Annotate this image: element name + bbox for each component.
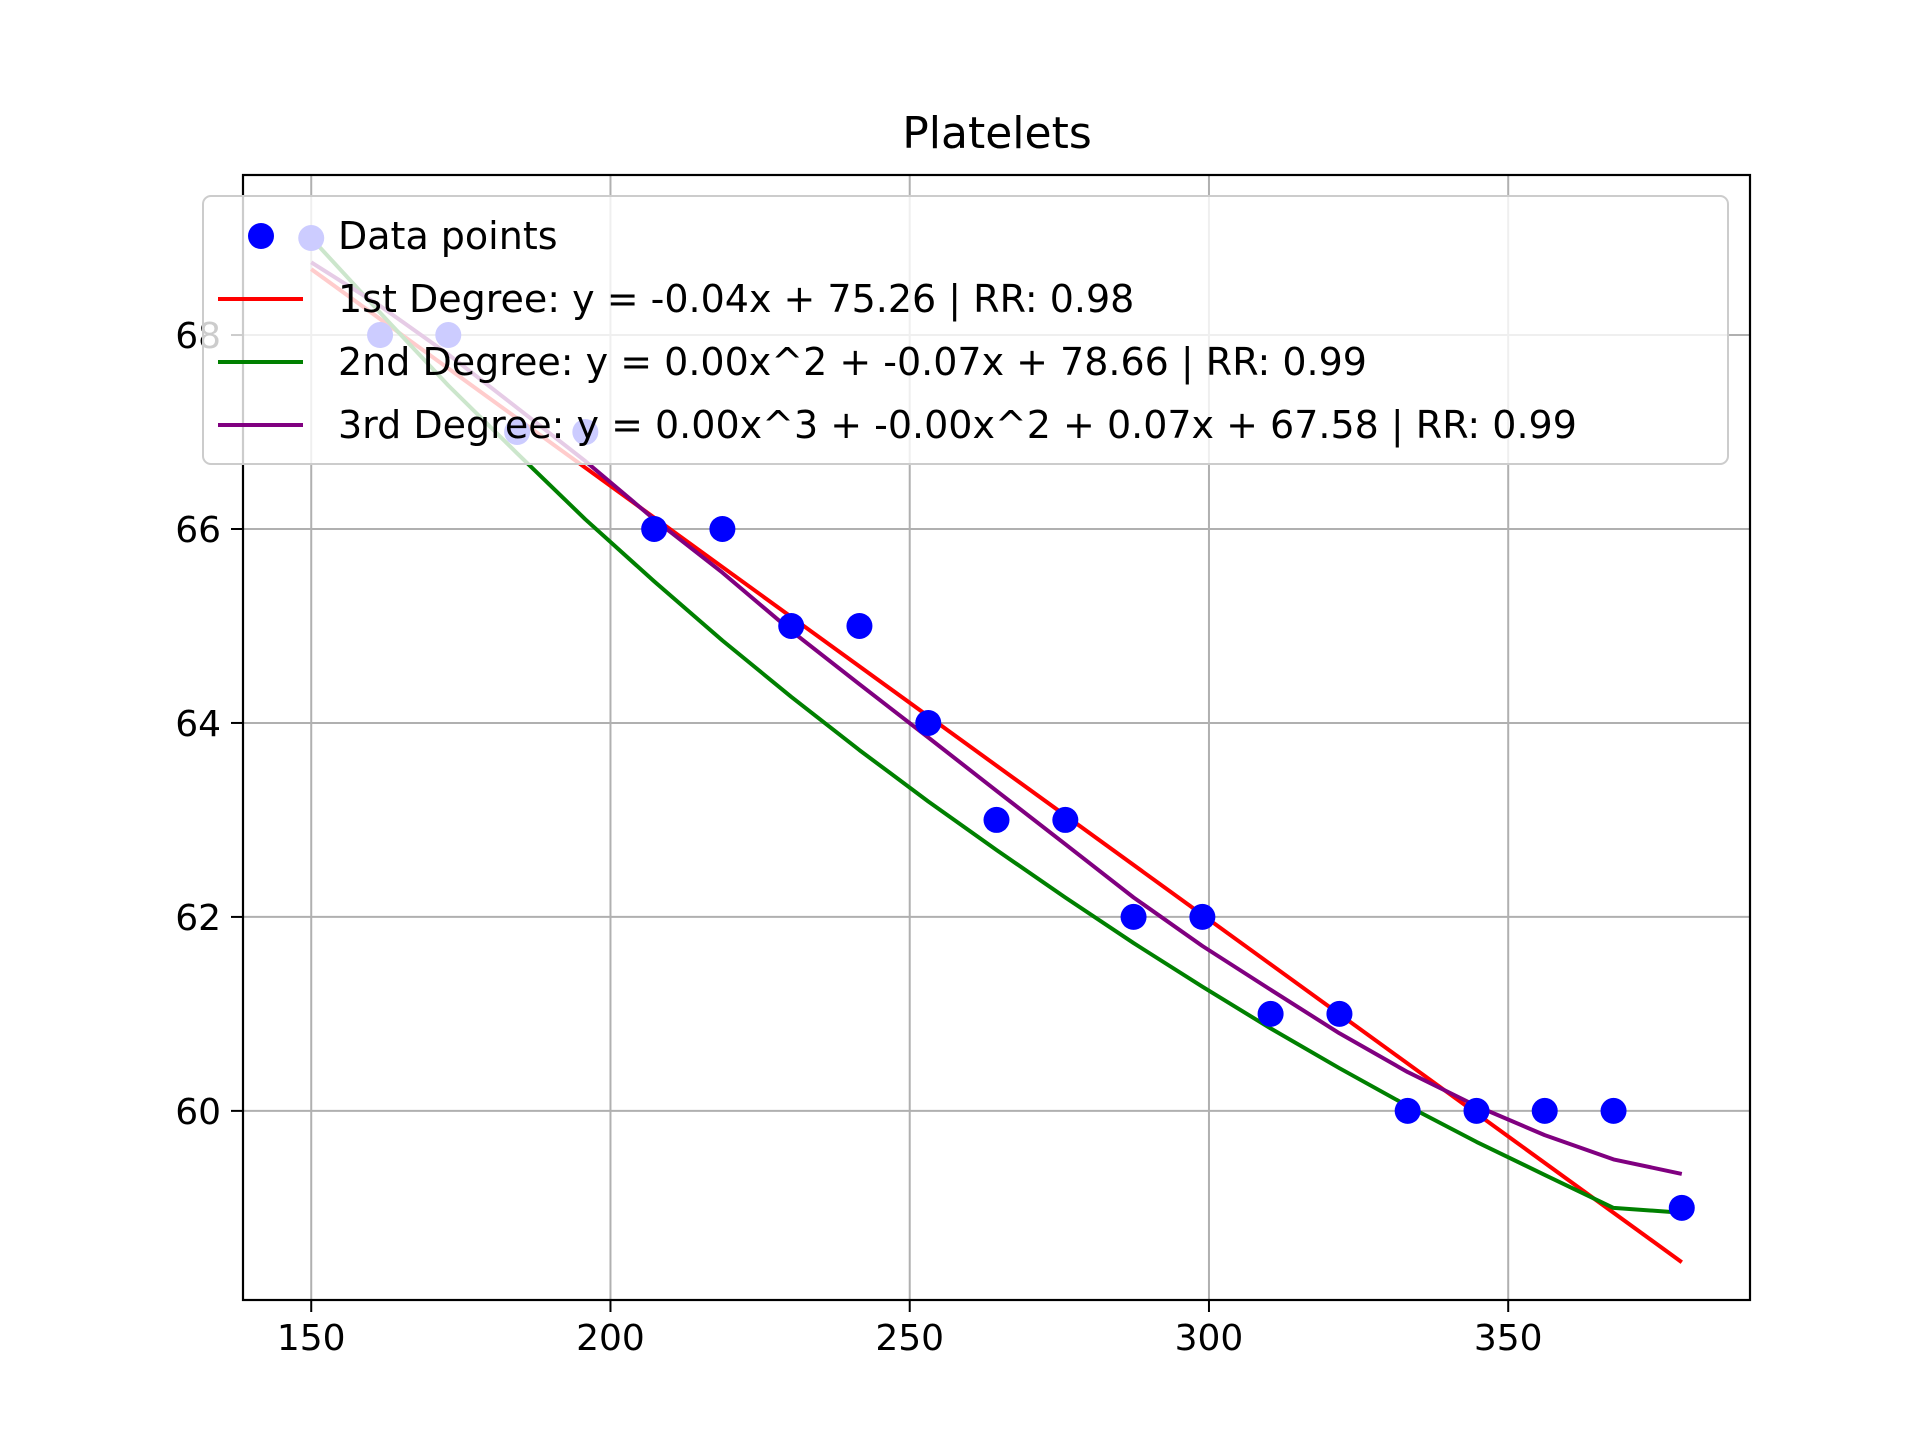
legend-label: 2nd Degree: y = 0.00x^2 + -0.07x + 78.66… xyxy=(338,340,1367,385)
data-point xyxy=(1463,1097,1490,1124)
data-point xyxy=(1257,1000,1284,1027)
legend-label: Data points xyxy=(338,214,558,258)
data-point xyxy=(1326,1000,1353,1027)
data-point xyxy=(1600,1097,1627,1124)
y-tick-label: 66 xyxy=(175,510,221,551)
legend-box xyxy=(202,195,1729,465)
y-tick-label: 62 xyxy=(175,898,221,939)
x-tick-label: 300 xyxy=(1175,1318,1244,1359)
data-point xyxy=(778,612,805,639)
data-point xyxy=(1394,1097,1421,1124)
legend-marker xyxy=(248,223,274,249)
data-point xyxy=(915,709,942,736)
data-point xyxy=(1668,1194,1695,1221)
x-tick-label: 250 xyxy=(875,1318,944,1359)
y-tick-label: 60 xyxy=(175,1092,221,1133)
data-point xyxy=(1120,903,1147,930)
data-point xyxy=(1531,1097,1558,1124)
x-tick-label: 150 xyxy=(277,1318,346,1359)
data-point xyxy=(1189,903,1216,930)
legend-label: 1st Degree: y = -0.04x + 75.26 | RR: 0.9… xyxy=(338,277,1134,322)
fit-line-2 xyxy=(309,236,1682,1215)
data-point xyxy=(641,515,668,542)
y-tick-label: 64 xyxy=(175,704,221,745)
data-point xyxy=(709,515,736,542)
x-tick-label: 350 xyxy=(1474,1318,1543,1359)
data-point xyxy=(1052,806,1079,833)
data-point xyxy=(846,612,873,639)
legend: Data points 1st Degree: y = -0.04x + 75.2… xyxy=(202,195,1729,465)
legend-label: 3rd Degree: y = 0.00x^3 + -0.00x^2 + 0.0… xyxy=(338,403,1577,448)
chart-title: Platelets xyxy=(902,108,1092,159)
plot-frame xyxy=(241,173,1752,1302)
data-point xyxy=(983,806,1010,833)
x-tick-label: 200 xyxy=(576,1318,645,1359)
